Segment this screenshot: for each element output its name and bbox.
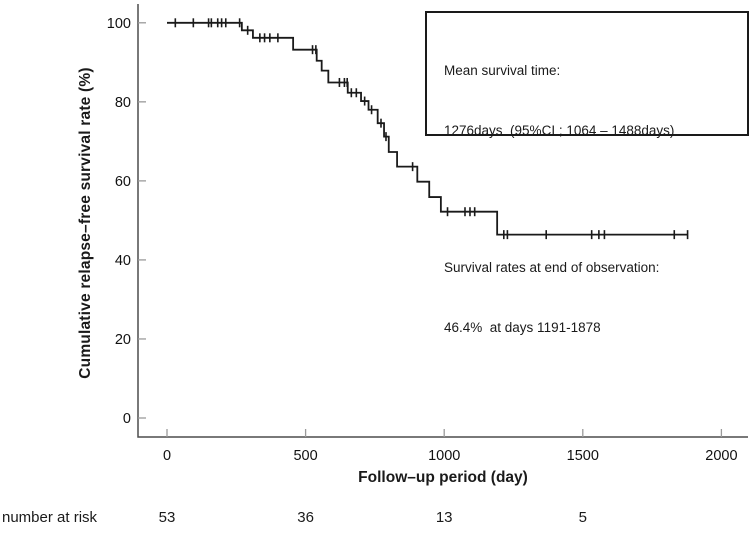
end-survival-value: 46.4% at days 1191-1878 [444,320,601,335]
y-tick-label: 40 [115,253,131,269]
number-at-risk-value: 13 [435,509,453,526]
number-at-risk-row: number at risk 53 36 13 5 [0,506,750,530]
x-tick-label: 500 [293,448,317,464]
y-tick-label: 60 [115,174,131,190]
number-at-risk-value: 53 [158,509,176,526]
x-tick-label: 2000 [705,448,737,464]
y-tick-label: 80 [115,95,131,111]
axes-group [137,4,748,438]
x-tick-label: 0 [163,448,171,464]
survival-curve [167,21,688,236]
number-at-risk-label: number at risk [2,509,98,526]
x-axis-title: Follow–up period (day) [358,469,528,486]
mean-survival-value: 1276days (95%CI ; 1064 – 1488days) [444,123,675,138]
y-tick-label: 20 [115,332,131,348]
mean-survival-title: Mean survival time: [444,63,561,78]
axis-frame [137,4,748,438]
censor-marks-group [174,18,689,240]
tick-marks-group [138,22,723,437]
end-survival-block: Survival rates at end of observation: 46… [444,218,747,378]
mean-survival-block: Mean survival time: 1276days (95%CI ; 10… [444,21,747,181]
y-axis-title: Cumulative relapse–free survival rate (%… [77,67,94,379]
end-survival-title: Survival rates at end of observation: [444,260,660,275]
number-at-risk-value: 5 [578,509,587,526]
annotation-box: Mean survival time: 1276days (95%CI ; 10… [425,11,749,335]
x-tick-label: 1000 [428,448,460,464]
y-tick-label: 0 [123,411,131,427]
x-tick-label: 1500 [567,448,599,464]
survival-curve-group [167,21,688,236]
number-at-risk-value: 36 [297,509,314,526]
y-tick-label: 100 [107,16,131,32]
